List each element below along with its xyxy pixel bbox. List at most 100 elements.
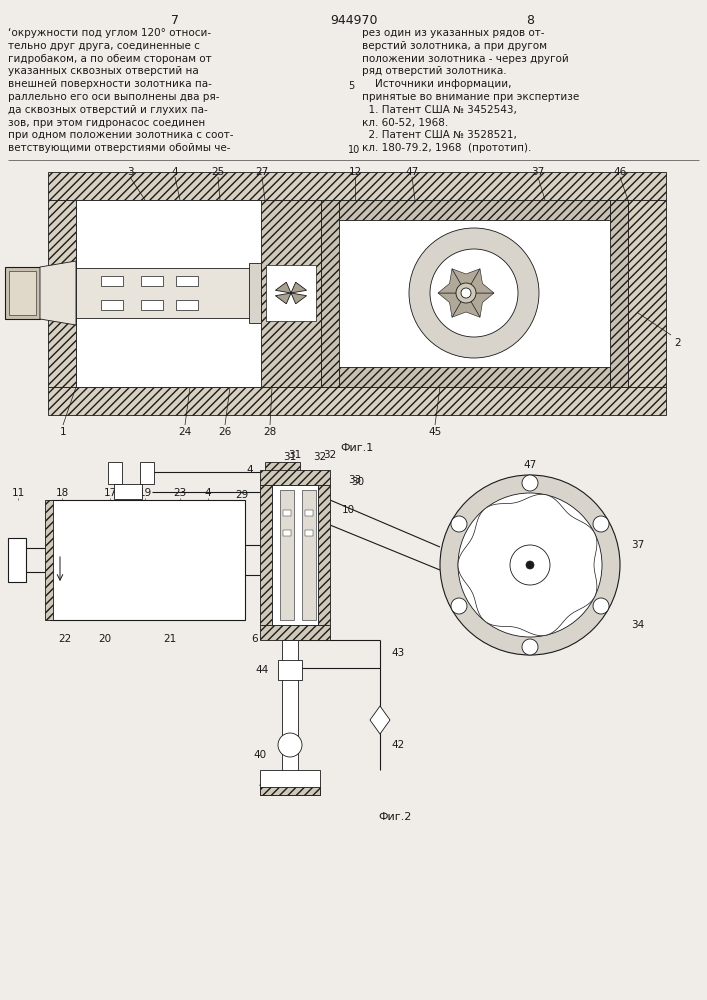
Text: 30: 30 bbox=[351, 477, 365, 487]
Circle shape bbox=[451, 516, 467, 532]
Bar bbox=[48, 387, 666, 415]
Polygon shape bbox=[291, 282, 307, 293]
Bar bbox=[45, 500, 53, 620]
Circle shape bbox=[593, 598, 609, 614]
Bar bbox=[272, 485, 318, 625]
Bar bbox=[249, 263, 261, 323]
Text: 43: 43 bbox=[392, 648, 404, 658]
Text: 19: 19 bbox=[139, 488, 151, 498]
Text: указанных сквозных отверстий на: указанных сквозных отверстий на bbox=[8, 66, 199, 76]
Text: положении золотника - через другой: положении золотника - через другой bbox=[362, 54, 568, 64]
Text: кл. 60-52, 1968.: кл. 60-52, 1968. bbox=[362, 118, 448, 128]
Text: 18: 18 bbox=[55, 488, 69, 498]
Text: 20: 20 bbox=[98, 634, 112, 644]
Circle shape bbox=[278, 733, 302, 757]
Text: 3: 3 bbox=[127, 167, 134, 177]
Text: Фиг.2: Фиг.2 bbox=[378, 812, 411, 822]
Circle shape bbox=[522, 475, 538, 491]
Bar bbox=[280, 490, 294, 620]
Bar bbox=[48, 200, 76, 387]
Bar bbox=[305, 510, 313, 516]
Bar bbox=[101, 276, 123, 286]
Text: Источники информации,: Источники информации, bbox=[362, 79, 511, 89]
Bar bbox=[610, 200, 628, 387]
Bar bbox=[266, 265, 316, 321]
Circle shape bbox=[526, 561, 534, 569]
Text: 24: 24 bbox=[178, 427, 192, 437]
Text: 944970: 944970 bbox=[330, 14, 378, 27]
Polygon shape bbox=[466, 269, 494, 293]
Text: 26: 26 bbox=[218, 427, 232, 437]
Circle shape bbox=[409, 228, 539, 358]
Text: зов, при этом гидронасос соединен: зов, при этом гидронасос соединен bbox=[8, 118, 205, 128]
Bar bbox=[265, 462, 300, 502]
Text: гидробаком, а по обеим сторонам от: гидробаком, а по обеим сторонам от bbox=[8, 54, 211, 64]
Text: ряд отверстий золотника.: ряд отверстий золотника. bbox=[362, 66, 507, 76]
Polygon shape bbox=[438, 269, 466, 293]
Bar bbox=[176, 300, 198, 310]
Text: 12: 12 bbox=[349, 167, 361, 177]
Circle shape bbox=[510, 545, 550, 585]
Text: 6: 6 bbox=[252, 634, 258, 644]
Bar bbox=[141, 300, 163, 310]
Text: рез один из указанных рядов от-: рез один из указанных рядов от- bbox=[362, 28, 544, 38]
Bar bbox=[8, 538, 26, 582]
Text: 40: 40 bbox=[253, 750, 267, 760]
Polygon shape bbox=[452, 293, 480, 317]
Bar bbox=[76, 200, 628, 387]
Bar bbox=[141, 276, 163, 286]
Text: 1: 1 bbox=[59, 427, 66, 437]
Text: 4: 4 bbox=[205, 488, 211, 498]
Text: кл. 180-79.2, 1968  (прототип).: кл. 180-79.2, 1968 (прототип). bbox=[362, 143, 532, 153]
Bar bbox=[339, 367, 610, 387]
Text: 11: 11 bbox=[11, 488, 25, 498]
Polygon shape bbox=[493, 523, 568, 607]
Text: 33: 33 bbox=[349, 475, 361, 485]
Text: 29: 29 bbox=[235, 490, 249, 500]
Text: 9: 9 bbox=[293, 500, 300, 510]
Polygon shape bbox=[458, 494, 597, 636]
Text: 32: 32 bbox=[313, 452, 327, 462]
Text: 2: 2 bbox=[674, 338, 682, 348]
Text: да сквозных отверстий и глухих па-: да сквозных отверстий и глухих па- bbox=[8, 105, 208, 115]
Text: 47: 47 bbox=[523, 460, 537, 470]
Text: 4: 4 bbox=[247, 465, 253, 475]
Bar bbox=[628, 200, 666, 387]
Text: 47: 47 bbox=[405, 167, 419, 177]
Bar bbox=[278, 660, 302, 680]
Bar bbox=[283, 510, 291, 516]
Text: 10: 10 bbox=[341, 505, 355, 515]
Text: ветствующими отверстиями обоймы че-: ветствующими отверстиями обоймы че- bbox=[8, 143, 230, 153]
Text: 37: 37 bbox=[631, 540, 645, 550]
Bar bbox=[260, 770, 320, 795]
Circle shape bbox=[440, 475, 620, 655]
Bar bbox=[339, 200, 610, 220]
Bar bbox=[114, 484, 142, 499]
Text: 8: 8 bbox=[269, 500, 276, 510]
Bar bbox=[302, 490, 316, 620]
Polygon shape bbox=[438, 293, 466, 317]
Bar bbox=[305, 530, 313, 536]
Text: 31: 31 bbox=[284, 452, 297, 462]
Bar bbox=[101, 300, 123, 310]
Text: 7: 7 bbox=[171, 14, 179, 27]
Bar bbox=[176, 276, 198, 286]
Text: Фиг.1: Фиг.1 bbox=[340, 443, 373, 453]
Circle shape bbox=[458, 493, 602, 637]
Text: 22: 22 bbox=[59, 634, 71, 644]
Bar bbox=[260, 485, 272, 625]
Circle shape bbox=[461, 288, 471, 298]
Bar bbox=[260, 625, 330, 640]
Text: при одном положении золотника с соот-: при одном положении золотника с соот- bbox=[8, 130, 233, 140]
Circle shape bbox=[430, 249, 518, 337]
Circle shape bbox=[593, 516, 609, 532]
Circle shape bbox=[451, 598, 467, 614]
Polygon shape bbox=[276, 293, 291, 304]
Text: 41: 41 bbox=[258, 780, 271, 790]
Polygon shape bbox=[370, 706, 390, 734]
Bar bbox=[260, 787, 320, 795]
Text: тельно друг друга, соединенные с: тельно друг друга, соединенные с bbox=[8, 41, 200, 51]
Bar bbox=[321, 200, 339, 387]
Circle shape bbox=[522, 639, 538, 655]
Text: 34: 34 bbox=[631, 620, 645, 630]
